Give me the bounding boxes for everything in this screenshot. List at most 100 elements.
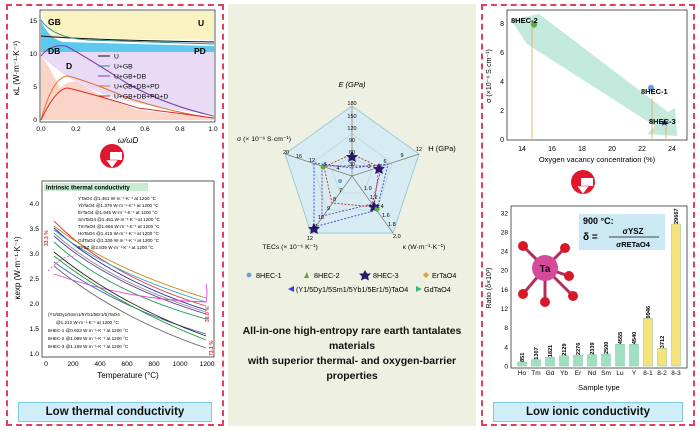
inset-title-bg [44,183,148,191]
legend-u-gb-db: U+GB+DB [114,74,147,81]
label-pd: PD [194,46,206,56]
legend-8hec2: 8HEC-2 @1.089 W·m⁻¹·K⁻¹ at 1200 °C [48,336,129,341]
scatter-y-ticks: 0 2 4 6 8 [500,21,504,144]
y-tick: 24 [501,249,509,256]
bar-category-label: Er [575,370,582,377]
kappa-legend: YTaO4 @1.461 W·m⁻¹·K⁻¹ at 1200 °C YbTaO4… [78,196,160,250]
y-tick: 20 [501,268,509,275]
x-tick: 14 [518,146,526,153]
axis-k: κ (W·m⁻¹·K⁻¹) [403,244,446,251]
tick: 1.0 [364,186,372,192]
atom-label: Ta [540,264,551,275]
phonon-chart: GB U DB PD D U U+GB U+GB+DB U+GB+DB+PD U… [12,9,218,145]
bar-value-label: 4540 [632,332,638,344]
k-ticks: 1.0 1.2 1.4 1.6 1.8 2.0 [364,186,401,240]
legend-8hec1: 8HEC-1 [256,271,282,280]
8hec3-marker [346,151,358,162]
bar-category-label: Lu [616,370,624,377]
bar-Sm [601,353,611,367]
region-db-fill [41,20,214,52]
bar-category-label: Y [632,370,637,377]
axis-sigma: σ (× 10⁻⁶ S·cm⁻¹) [237,136,291,143]
tick: 11 [312,224,318,230]
y-tick: 1.5 [30,326,40,333]
label-u: U [198,18,204,28]
y-tick: 8 [504,325,508,332]
x-tick: 18 [578,146,586,153]
y-tick: 2 [500,108,504,115]
center-panel: E (GPa) H (GPa) κ (W·m⁻¹·K⁻¹) TECs (× 10… [228,4,476,426]
x-tick: 1200 [199,361,214,368]
y-tick: 6 [500,50,504,57]
kappa-x-label: Temperature (°C) [97,371,159,380]
down-arrow-icon [571,170,595,195]
bar-8-1 [643,318,653,367]
phonon-y-label: κL (W·m⁻¹·K⁻¹) [12,40,21,95]
bar-category-label: Yb [560,370,568,377]
right-figures: 8HEC-2 8HEC-1 8HEC-3 14 16 18 20 22 24 0… [486,9,688,392]
phonon-x-label: ω/ωD [118,136,139,145]
bar-category-label: 8-3 [671,370,681,377]
ta-structure-icon: Ta [518,241,578,307]
formula-delta: δ = [583,232,598,243]
phonon-y-ticks: 0 5 10 15 [29,18,37,124]
scatter-y-label: σ (×10⁻⁶ S·cm⁻¹) [486,49,493,103]
bar-Gd [545,357,555,367]
tec-ticks: 7 8 9 10 11 12 [307,188,342,242]
legend-gdtao4: GdTaO4 @1.339 W·m⁻¹·K⁻¹ at 1200 °C [78,238,160,243]
legend-u-gb-db-pd-d: U+GB+DB+PD+D [114,94,168,101]
scatter-x-ticks: 14 16 18 20 22 24 [518,146,676,153]
legend-hec-value: @1.212 W·m⁻¹·K⁻¹ at 1200 °C [56,320,119,325]
region-gb-fill [41,11,214,40]
legend-8hec1: 8HEC-1 @0.923 W·m⁻¹·K⁻¹ at 1200 °C [48,328,129,333]
y-tick: 16 [501,287,509,294]
sigma-ticks: 4 8 12 16 20 [283,150,340,172]
label-gb: GB [48,17,61,27]
kappa-x-ticks: 0 200 400 600 800 1000 1200 [44,361,215,368]
bar-category-label: Sm [601,370,611,377]
bar-value-labels: 851 1307 1821 2129 2276 2339 2500 4555 4540 9946 3… [520,208,680,362]
legend-8ysz: 8YSZ @2.839 W·m⁻¹·K⁻¹ at 1200 °C [78,245,154,250]
legend-tmtao4: TmTaO4 @1.656 W·m⁻¹·K⁻¹ at 1200 °C [78,224,160,229]
bar-value-label: 2500 [604,342,610,354]
tick: 1.4 [376,204,384,210]
tick: 120 [347,126,356,132]
y-tick: 0 [33,117,37,124]
bar-value-label: 1307 [534,347,540,359]
y-tick: 1.0 [30,351,40,358]
delta-formula: 900 °C: δ = σYSZ σRETaO4 [579,214,665,250]
axis-h: H (GPa) [428,144,456,153]
y-tick: 3.0 [30,251,40,258]
conductivity-scatter: 8HEC-2 8HEC-1 8HEC-3 14 16 18 20 22 24 0… [486,9,688,164]
tick: 9 [327,206,330,212]
caption-line-1: All-in-one high-entropy rare earth tanta… [242,325,462,352]
bar-categories: Ho Tm Gd Yb Er Nd Sm Lu Y 8-1 8-2 8-3 [518,370,681,377]
kappa-y-ticks: 1.0 1.5 2.0 2.5 3.0 3.5 4.0 [30,201,40,358]
bar-value-label: 2276 [576,343,582,355]
inset-title: Intrinsic thermal conductivity [46,186,130,192]
legend-gdtao4: GdTaO4 [424,285,451,294]
x-tick: 1000 [172,361,187,368]
y-tick: 2.0 [30,301,40,308]
e-ticks: 180 150 120 90 60 30 [347,101,356,168]
bar-category-label: Gd [546,370,555,377]
bar-category-label: Tm [531,370,540,377]
left-panel: GB U DB PD D U U+GB U+GB+DB U+GB+DB+PD U… [6,4,224,426]
region-pd-fill [41,52,214,114]
bar-value-label: 2129 [562,343,568,355]
point-8hec-2 [530,21,538,28]
radar-legend: 8HEC-1 8HEC-2 8HEC-3 ErTaO4 (Y1/5Dy1/5Sm… [246,270,456,294]
tick: 9 [400,153,403,159]
bar-category-label: 8-1 [643,370,653,377]
scatter-points [530,21,669,126]
tick: 1.6 [382,213,390,219]
y-tick: 32 [501,210,509,217]
tick: 8 [323,162,326,168]
legend-hotao4: HoTaO4 @1.415 W·m⁻¹·K⁻¹ at 1200 °C [78,231,159,236]
x-tick: 800 [148,361,160,368]
ratio-bar-chart: 851 1307 1821 2129 2276 2339 2500 4555 4540 9946 3… [486,205,688,392]
x-tick: 0.4 [106,126,116,133]
y-tick: 0 [504,364,508,371]
tick: 30 [349,162,355,168]
y-tick: 3.5 [30,226,40,233]
